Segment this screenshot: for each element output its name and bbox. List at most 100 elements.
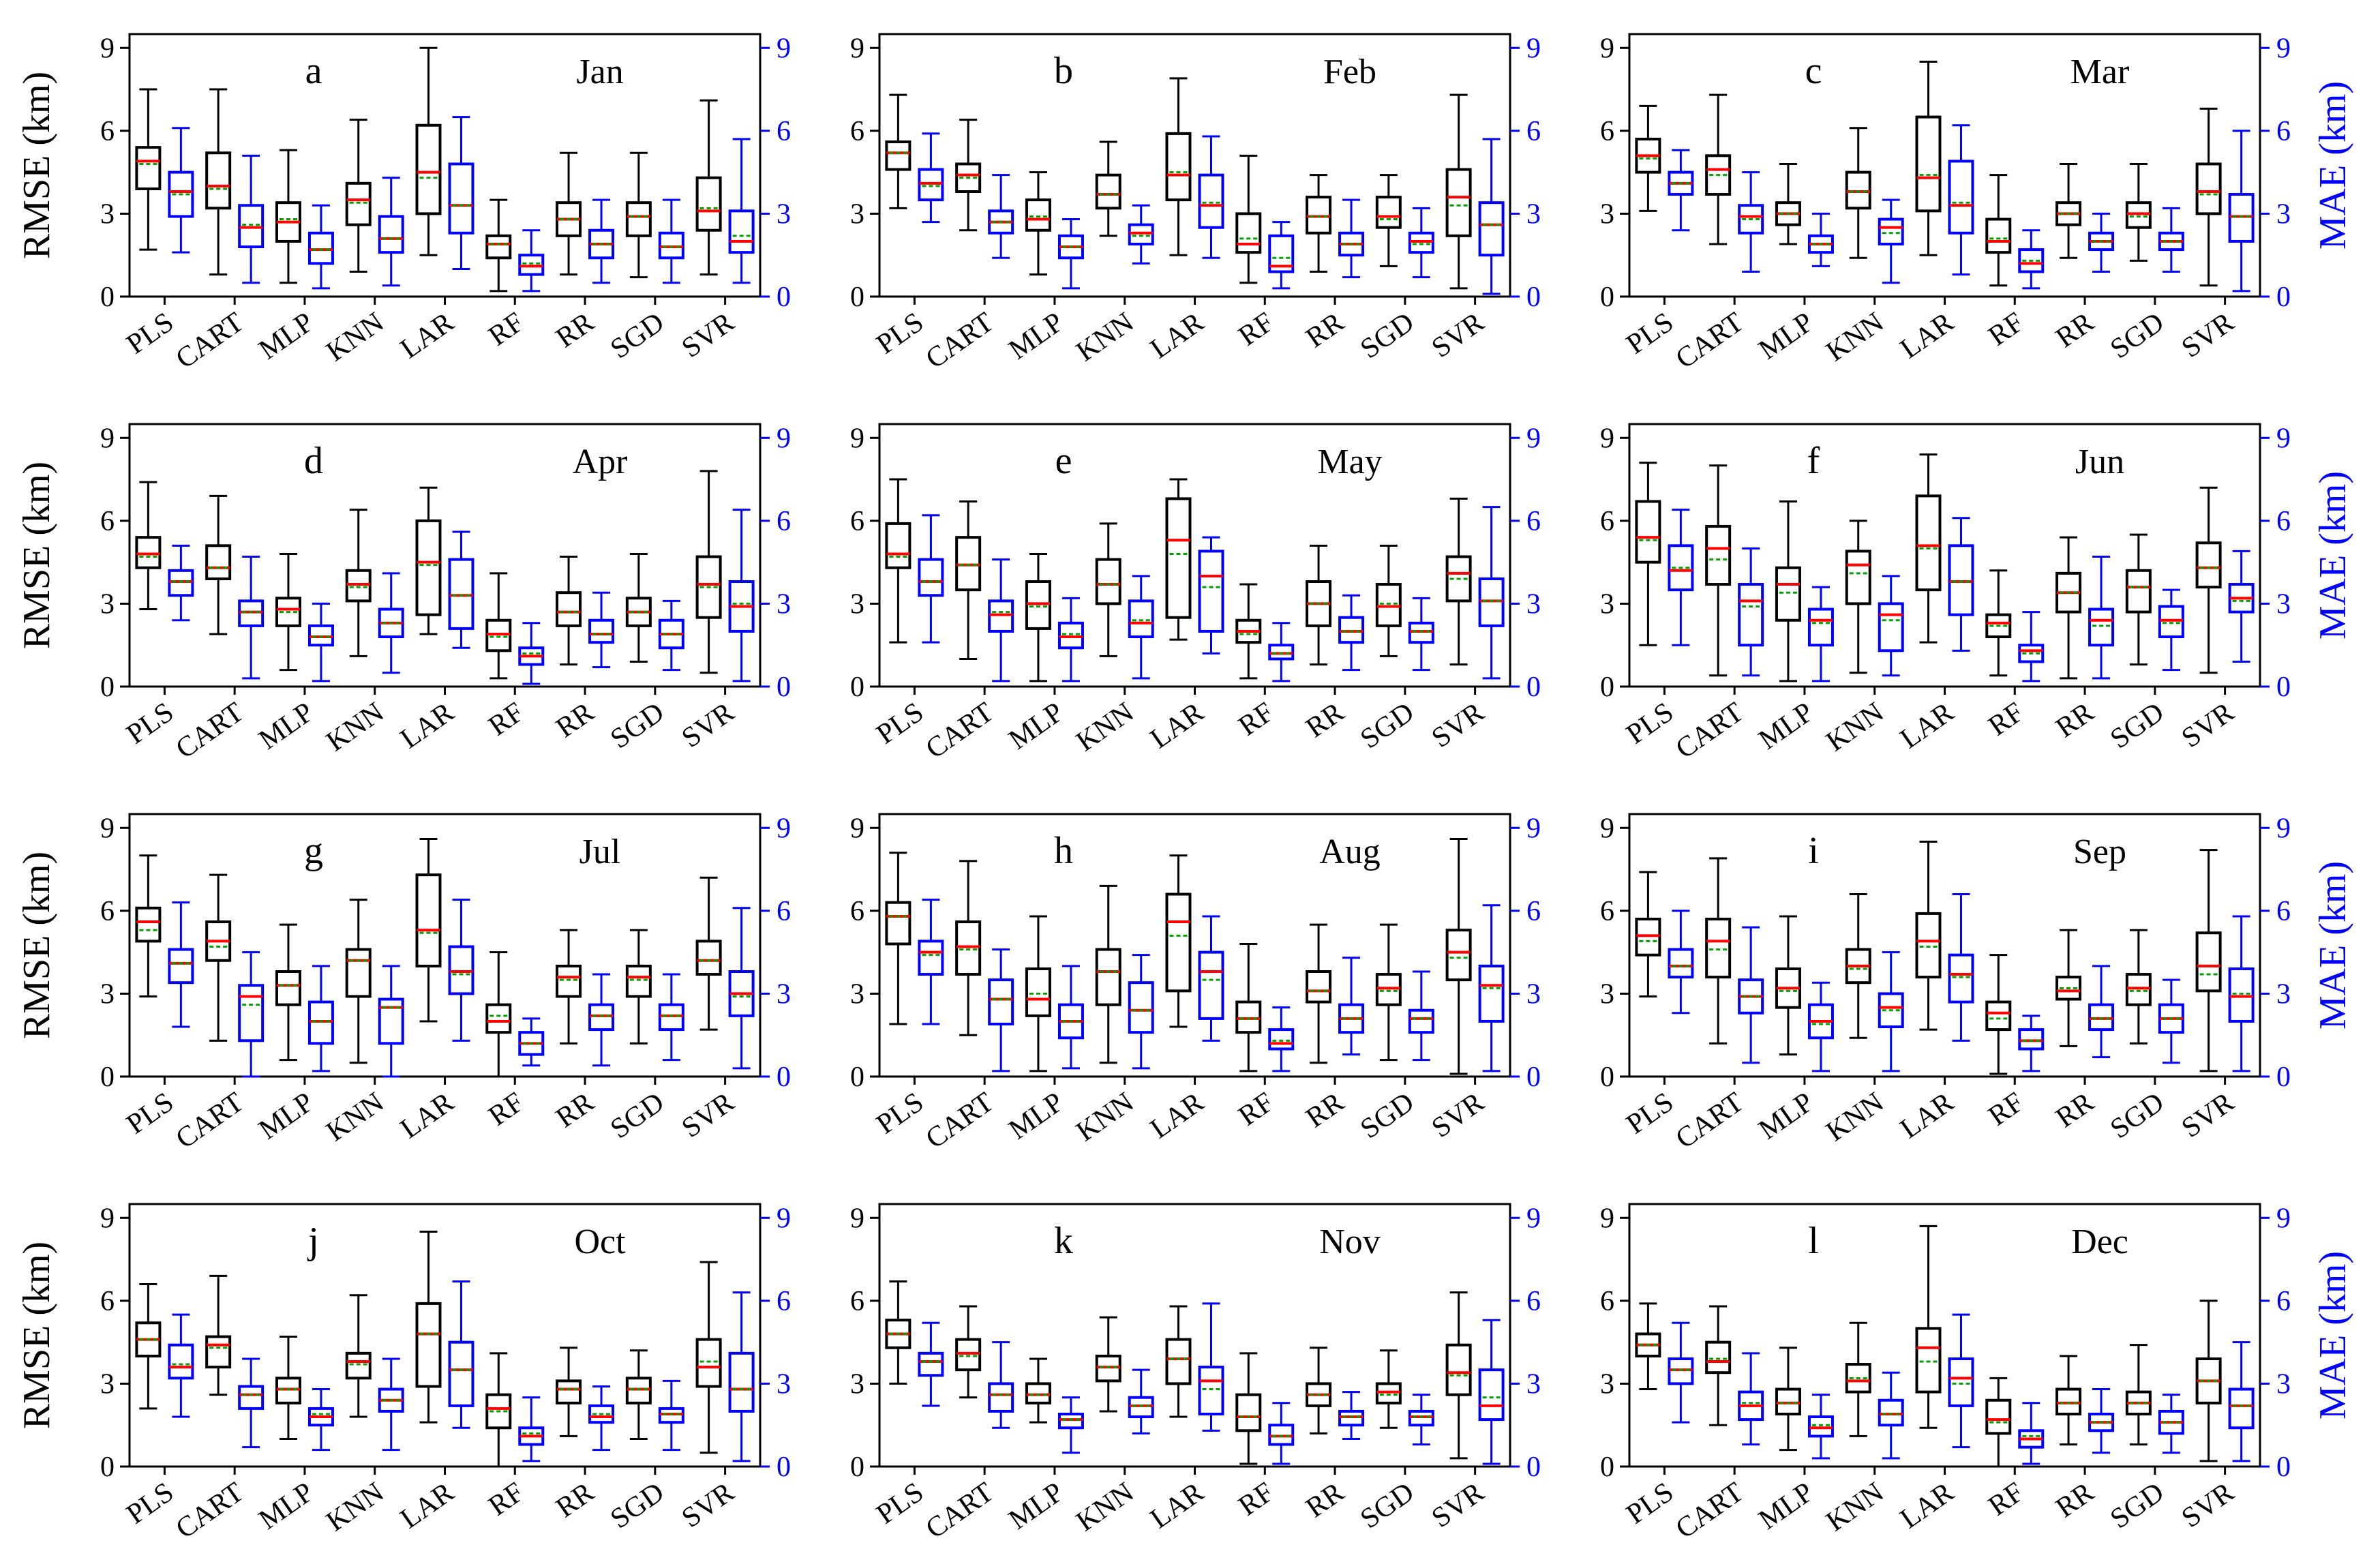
panel-month: Aug (1319, 832, 1381, 871)
left-tick-label: 9 (1600, 33, 1614, 64)
iqr-box (1128, 599, 1154, 639)
left-tick-label: 0 (850, 1452, 864, 1483)
iqr-box (1948, 544, 1974, 616)
category-mlp: MLP (1004, 915, 1084, 1146)
iqr-box (1878, 1398, 1904, 1427)
right-tick-label: 9 (1526, 1203, 1541, 1234)
iqr-box (1235, 212, 1262, 254)
iqr-box (2195, 162, 2222, 215)
iqr-box (518, 254, 545, 276)
rmse-box (275, 552, 301, 672)
left-tick-label: 3 (100, 198, 115, 230)
category-rr: RR (2051, 1355, 2115, 1524)
iqr-box (1915, 1327, 1942, 1394)
rmse-box (2125, 929, 2152, 1045)
panel-letter: a (305, 50, 322, 92)
category-rr: RR (1301, 923, 1365, 1134)
right-tick-label: 3 (777, 1368, 791, 1400)
rmse-box (1235, 1352, 1262, 1465)
rmse-box (2195, 107, 2222, 287)
mae-box (378, 572, 404, 674)
mae-box (2088, 556, 2115, 680)
rmse-box (625, 151, 652, 279)
mae-box (448, 899, 475, 1042)
panel-letter: g (304, 830, 323, 872)
category-pls: PLS (121, 854, 194, 1141)
category-label: KNN (1071, 697, 1140, 758)
mae-box (1128, 575, 1154, 680)
mae-box (588, 1385, 615, 1452)
mae-box (1738, 1352, 1764, 1446)
iqr-box (885, 522, 912, 569)
left-tick-label: 0 (850, 672, 864, 703)
panel-letter: b (1054, 50, 1073, 92)
category-label: CART (920, 1087, 999, 1155)
category-rf: RF (483, 572, 545, 742)
category-rr: RR (2051, 929, 2115, 1134)
right-tick-label: 9 (777, 813, 791, 844)
iqr-box (918, 1351, 944, 1377)
panel-letter: d (304, 440, 323, 482)
category-mlp: MLP (254, 923, 334, 1146)
left-axis-label: RMSE (km) (16, 72, 58, 259)
mae-box (1408, 207, 1434, 279)
mae-box (1478, 904, 1505, 1072)
right-tick-label: 0 (2276, 282, 2291, 313)
category-label: RF (1983, 307, 2030, 352)
category-label: CART (1670, 1477, 1749, 1545)
iqr-box (205, 1335, 232, 1369)
rmse-box (2055, 1355, 2082, 1446)
mae-box (988, 174, 1014, 259)
right-tick-label: 6 (777, 1286, 791, 1317)
iqr-box (1445, 929, 1472, 982)
rmse-box (1775, 500, 1801, 682)
iqr-box (1128, 1396, 1154, 1419)
category-label: SGD (605, 1477, 669, 1535)
panel-frame (1628, 423, 2261, 688)
right-tick-label: 0 (2276, 672, 2291, 703)
rmse-box (1635, 1302, 1661, 1391)
panel-month: Jun (2075, 442, 2124, 481)
category-label: CART (1670, 1087, 1749, 1155)
rmse-box (556, 929, 582, 1045)
rmse-box (345, 119, 372, 273)
iqr-box (1985, 613, 2012, 639)
iqr-box (378, 215, 404, 254)
mae-box (1668, 910, 1694, 1015)
panel-letter: f (1807, 440, 1820, 482)
category-label: RF (483, 1477, 530, 1522)
panel-month: May (1317, 442, 1382, 481)
left-tick-label: 3 (1600, 588, 1614, 620)
category-label: KNN (321, 307, 390, 368)
right-tick-label: 6 (1526, 896, 1541, 927)
iqr-box (1408, 231, 1434, 254)
panel-month: Jul (579, 832, 621, 871)
mae-box (1948, 517, 1974, 652)
category-lar: LAR (1895, 1225, 1974, 1535)
right-tick-label: 6 (2276, 1286, 2291, 1317)
left-tick-label: 3 (850, 1368, 864, 1400)
mae-box (1338, 594, 1365, 672)
right-tick-label: 9 (1526, 33, 1541, 64)
category-label: KNN (321, 1087, 390, 1148)
category-label: PLS (1621, 697, 1679, 751)
iqr-box (1478, 201, 1505, 257)
category-label: SVR (1426, 307, 1490, 365)
iqr-box (2195, 541, 2222, 589)
iqr-box (1408, 1008, 1434, 1034)
panel-frame (878, 813, 1511, 1078)
category-label: CART (920, 1477, 999, 1545)
category-rr: RR (2051, 536, 2115, 744)
rmse-box (1375, 923, 1402, 1062)
category-label: KNN (1071, 1087, 1140, 1148)
iqr-box (955, 536, 982, 592)
iqr-box (1025, 1382, 1051, 1405)
category-label: CART (1670, 307, 1749, 375)
category-lar: LAR (395, 46, 475, 365)
right-tick-label: 0 (777, 282, 791, 313)
mae-box (2228, 130, 2255, 292)
mae-box (1948, 124, 1974, 276)
panel-frame (878, 33, 1511, 298)
iqr-box (307, 1000, 334, 1045)
